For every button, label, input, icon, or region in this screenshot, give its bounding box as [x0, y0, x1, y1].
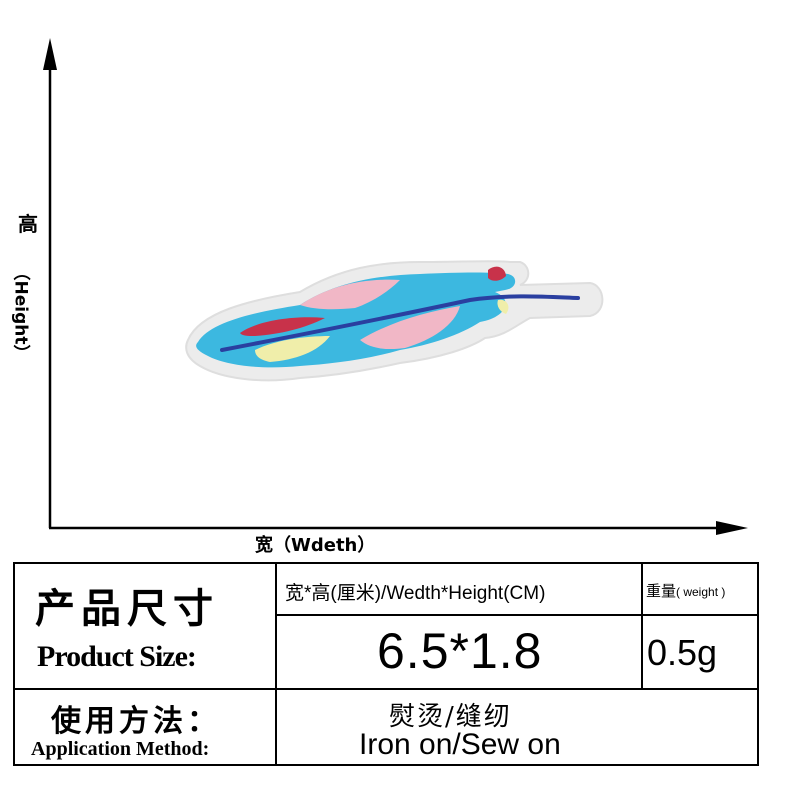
y-axis-label-en: （Height）: [10, 263, 31, 362]
product-size-label-en: Product Size:: [37, 640, 197, 673]
table-divider: [15, 688, 757, 690]
table-divider: [275, 614, 757, 616]
method-label-cell: 使用方法： Application Method:: [15, 690, 275, 766]
dimension-axes: [43, 38, 748, 535]
method-label-en: Application Method:: [31, 738, 210, 760]
weight-header-cell: 重量( weight ): [643, 564, 757, 614]
method-value-en: Iron on/Sew on: [359, 728, 561, 761]
size-value-cell: 6.5*1.8: [277, 616, 641, 688]
size-header-cell: 宽*高(厘米)/Wedth*Height(CM): [277, 564, 641, 614]
product-size-label-cn: 产品尺寸: [35, 585, 219, 632]
x-axis-label: 宽（Wdeth）: [255, 535, 376, 556]
product-size-label-cell: 产品尺寸 Product Size:: [15, 564, 275, 688]
method-value-cn: 熨烫/缝纫: [389, 702, 512, 732]
y-axis-arrow-icon: [43, 38, 57, 70]
weight-header: 重量( weight ): [646, 580, 725, 601]
size-header: 宽*高(厘米)/Wedth*Height(CM): [285, 583, 546, 604]
table-divider: [275, 564, 277, 688]
method-value-cell: 熨烫/缝纫 Iron on/Sew on: [277, 690, 757, 766]
table-divider: [641, 564, 643, 688]
size-value: 6.5*1.8: [377, 623, 543, 679]
weight-value-cell: 0.5g: [643, 616, 757, 688]
weight-header-cn: 重量: [646, 583, 677, 600]
spec-table: 产品尺寸 Product Size: 宽*高(厘米)/Wedth*Height(…: [13, 562, 759, 766]
method-label-cn: 使用方法：: [51, 704, 221, 739]
table-divider: [275, 688, 277, 766]
x-axis-arrow-icon: [716, 521, 748, 535]
y-axis-label-cn: 高: [18, 212, 38, 236]
weight-value: 0.5g: [647, 632, 718, 673]
weight-header-en: ( weight ): [676, 585, 726, 599]
feather-patch-icon: [185, 260, 604, 382]
